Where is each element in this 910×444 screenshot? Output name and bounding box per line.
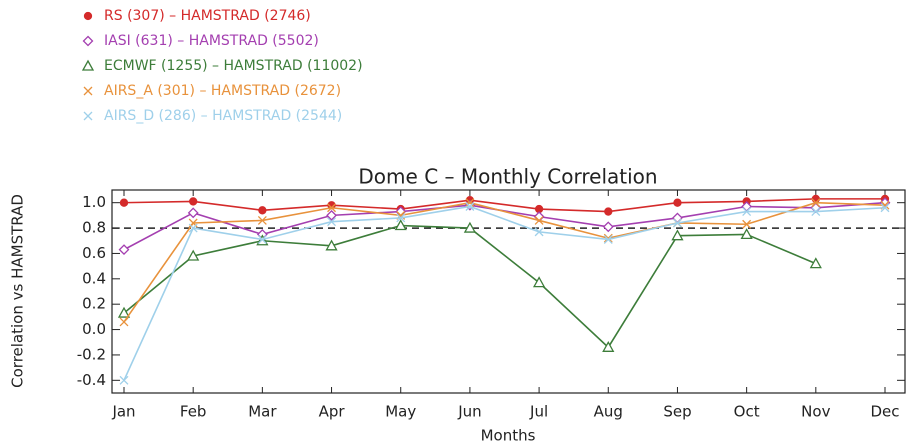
legend-label: AIRS_D (286) – HAMSTRAD (2544) xyxy=(104,108,342,124)
marker xyxy=(119,198,129,207)
x-tick-label: Sep xyxy=(663,403,691,421)
y-tick-label: 0.8 xyxy=(82,219,106,237)
marker xyxy=(742,219,752,229)
marker xyxy=(811,207,821,217)
x-tick-label: Feb xyxy=(180,403,207,421)
marker xyxy=(534,215,544,225)
marker xyxy=(188,223,198,233)
series-line xyxy=(123,201,886,251)
y-tick-label: -0.2 xyxy=(77,345,106,363)
marker xyxy=(603,233,613,243)
chart-title: Dome C – Monthly Correlation xyxy=(358,165,657,189)
marker xyxy=(463,221,477,233)
marker xyxy=(532,276,546,288)
y-axis-label: Correlation vs HAMSTRAD xyxy=(9,194,27,388)
marker xyxy=(187,207,199,219)
marker xyxy=(672,212,683,224)
legend-marker xyxy=(83,11,93,21)
x-tick-label: Jan xyxy=(111,403,135,421)
marker xyxy=(604,207,613,216)
x-tick-label: Nov xyxy=(801,403,830,421)
legend-marker xyxy=(82,35,94,47)
marker xyxy=(257,215,267,225)
x-tick-label: May xyxy=(385,403,416,421)
marker xyxy=(187,249,200,261)
marker xyxy=(880,203,890,213)
y-tick-label: 0.4 xyxy=(82,269,106,287)
marker xyxy=(327,217,337,227)
series-line xyxy=(123,201,886,323)
marker xyxy=(811,194,820,204)
marker xyxy=(327,201,336,210)
marker xyxy=(602,221,614,233)
x-tick-label: Apr xyxy=(319,403,346,421)
marker xyxy=(740,228,753,240)
x-tick-label: Aug xyxy=(594,403,623,421)
marker xyxy=(325,239,338,251)
marker xyxy=(809,257,822,269)
marker xyxy=(465,198,475,208)
marker xyxy=(396,213,406,223)
marker xyxy=(742,207,752,217)
marker xyxy=(117,306,131,318)
y-tick-label: 1.0 xyxy=(82,193,106,211)
marker xyxy=(119,375,129,385)
legend-marker xyxy=(83,111,93,121)
series-line xyxy=(123,224,817,349)
marker xyxy=(811,198,821,208)
y-tick-label: -0.4 xyxy=(77,371,106,389)
marker xyxy=(257,235,267,244)
legend-marker xyxy=(83,86,93,96)
marker xyxy=(603,235,613,244)
marker xyxy=(671,229,684,241)
marker xyxy=(327,203,337,213)
legend-marker xyxy=(81,59,95,71)
x-axis-label: Months xyxy=(481,427,536,444)
marker xyxy=(465,202,475,211)
x-tick-label: Jul xyxy=(529,403,548,421)
x-tick-label: Oct xyxy=(734,403,760,421)
legend-label: RS (307) – HAMSTRAD (2746) xyxy=(104,8,311,24)
y-tick-label: 0.2 xyxy=(82,295,106,313)
legend-label: AIRS_A (301) – HAMSTRAD (2672) xyxy=(104,83,341,99)
y-tick-label: 0.0 xyxy=(82,320,106,338)
marker xyxy=(326,209,337,221)
marker xyxy=(394,219,407,231)
x-tick-label: Jun xyxy=(457,403,481,421)
plot-frame xyxy=(111,189,906,394)
legend-label: IASI (631) – HAMSTRAD (5502) xyxy=(104,33,319,49)
y-tick-label: 0.6 xyxy=(82,244,106,262)
marker xyxy=(673,198,682,207)
marker xyxy=(119,317,129,327)
legend-label: ECMWF (1255) – HAMSTRAD (11002) xyxy=(104,58,363,74)
marker xyxy=(258,206,267,215)
x-tick-label: Mar xyxy=(248,403,277,421)
marker xyxy=(602,340,615,352)
x-tick-label: Dec xyxy=(870,403,899,421)
marker xyxy=(534,227,544,237)
series-line xyxy=(123,205,886,381)
series-line xyxy=(123,198,885,213)
marker xyxy=(118,244,130,256)
marker xyxy=(189,197,198,206)
marker xyxy=(672,218,682,228)
